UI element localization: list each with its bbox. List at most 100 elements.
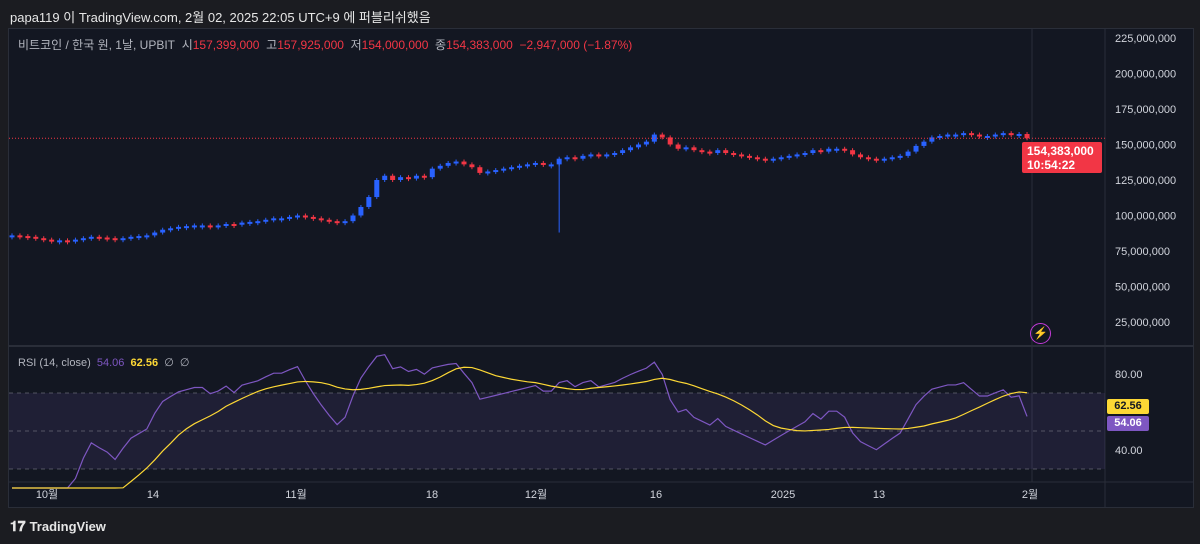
candle (302, 215, 308, 218)
candle (889, 157, 895, 160)
candle (961, 133, 967, 136)
time-tick: 2월 (1022, 488, 1038, 501)
candle (287, 216, 293, 219)
candle (517, 165, 523, 168)
candle (810, 150, 816, 154)
candle (715, 150, 721, 154)
candle (318, 218, 324, 221)
change-value: −2,947,000 (−1.87%) (519, 38, 633, 52)
price-tick: 25,000,000 (1115, 317, 1170, 329)
candle (485, 171, 491, 174)
time-tick: 10월 (36, 488, 58, 501)
candle (390, 175, 396, 180)
symbol-name[interactable]: 비트코인 / 한국 원, 1날, UPBIT (18, 38, 176, 52)
candle (271, 218, 277, 221)
candle (532, 162, 538, 165)
low-label: 저 (350, 38, 362, 52)
candle (770, 158, 776, 161)
tradingview-logo-icon: 𝟏𝟕 (10, 518, 26, 534)
candle (858, 154, 864, 158)
candle (501, 168, 507, 171)
candle (842, 148, 848, 151)
candle (429, 168, 435, 178)
candle (509, 167, 515, 170)
candle (453, 161, 459, 164)
candle (406, 177, 411, 180)
candle (572, 157, 578, 160)
candle (191, 225, 197, 228)
time-tick: 13 (873, 489, 885, 501)
close-value: 154,383,000 (446, 38, 513, 52)
candle (263, 219, 269, 222)
rsi-label[interactable]: RSI (14, close) (18, 357, 91, 369)
candle (342, 221, 348, 224)
candle (850, 150, 856, 155)
rsi-extra-1: ∅ (164, 357, 174, 369)
candle (794, 154, 800, 157)
price-tick: 200,000,000 (1115, 69, 1176, 81)
candle (477, 167, 483, 173)
lightning-icon[interactable]: ⚡ (1030, 323, 1051, 344)
candle (739, 154, 745, 157)
candle (128, 236, 134, 239)
candle (1024, 133, 1030, 139)
candle (41, 238, 47, 241)
candle (136, 236, 142, 239)
candle (366, 197, 372, 207)
last-price: 154,383,000 (1027, 144, 1094, 158)
candle (310, 216, 316, 219)
candle (33, 236, 39, 239)
candle (564, 157, 570, 160)
chart-pane[interactable] (8, 28, 1194, 508)
footer-brand: 𝟏𝟕 TradingView (10, 518, 106, 535)
candle (421, 175, 427, 178)
candle (818, 150, 824, 153)
candle (596, 154, 602, 157)
candle (976, 134, 982, 137)
candle (88, 236, 94, 239)
open-value: 157,399,000 (192, 38, 260, 52)
bar-countdown: 10:54:22 (1027, 158, 1076, 172)
candle (445, 162, 451, 166)
candle (588, 154, 594, 157)
candle (992, 134, 998, 137)
candle (699, 150, 705, 153)
candle (199, 225, 205, 228)
candle (326, 219, 332, 222)
candle (604, 154, 610, 157)
rsi-tick: 80.00 (1115, 369, 1143, 381)
candle (279, 218, 285, 221)
price-tick: 125,000,000 (1115, 175, 1176, 187)
candle (144, 235, 150, 238)
candle (152, 232, 158, 236)
candle (183, 226, 189, 229)
candle (548, 164, 554, 167)
candle (945, 134, 951, 137)
price-tick: 100,000,000 (1115, 211, 1176, 223)
price-tick: 75,000,000 (1115, 246, 1170, 258)
candle (493, 170, 499, 173)
candle (223, 224, 229, 227)
candle (683, 147, 689, 150)
candle (168, 228, 174, 231)
candle (953, 134, 959, 137)
candle (398, 177, 404, 180)
time-tick: 2025 (771, 489, 795, 501)
candle (9, 235, 15, 238)
candle (57, 240, 63, 243)
candle (659, 134, 665, 138)
candle (96, 236, 102, 239)
high-value: 157,925,000 (277, 38, 344, 52)
candle (294, 215, 300, 218)
candle (873, 158, 879, 161)
candle (215, 225, 221, 228)
candle (247, 221, 253, 224)
candle (802, 153, 808, 156)
candle (80, 238, 86, 241)
candle (881, 158, 887, 161)
candle (231, 224, 237, 227)
rsi-ma-tag: 62.56 (1107, 399, 1149, 414)
last-price-tag: 154,383,000 10:54:22 (1022, 142, 1102, 173)
candle (620, 150, 626, 154)
